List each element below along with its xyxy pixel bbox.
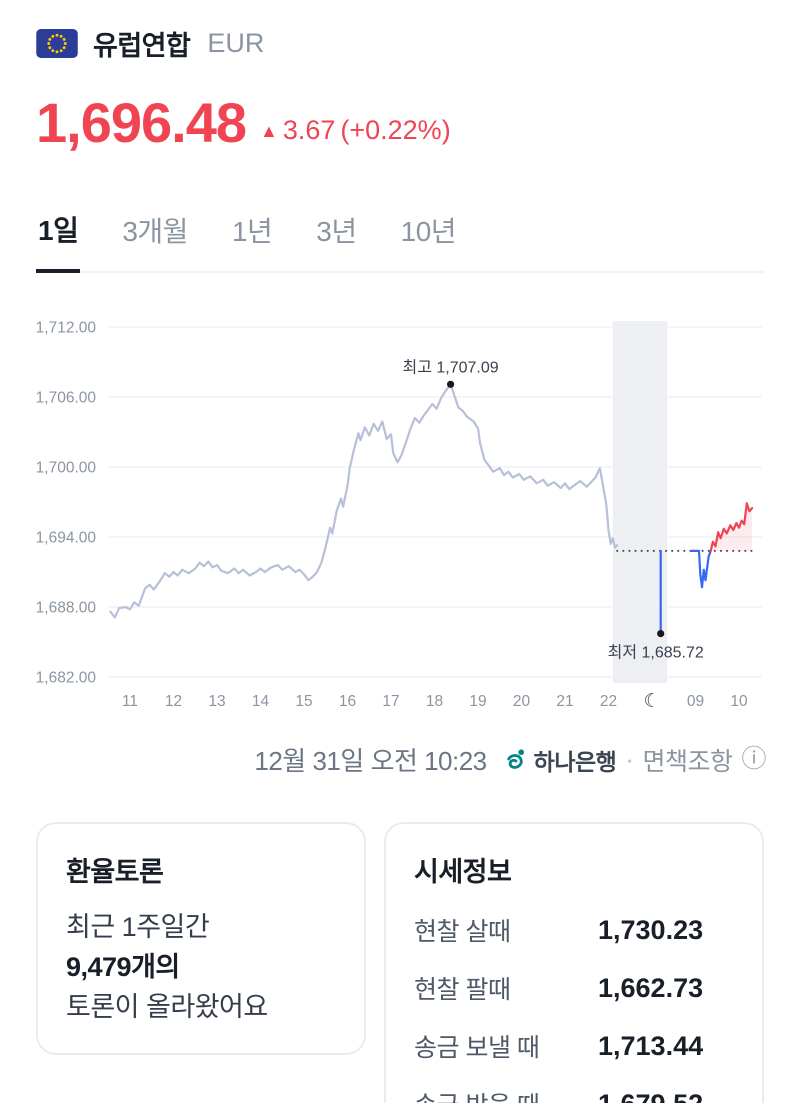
exchange-rate-chart[interactable]: 1,712.00 1,706.00 1,700.00 1,694.00 1,688.00…	[0, 309, 800, 721]
svg-text:1,706.00: 1,706.00	[36, 390, 97, 407]
svg-text:09: 09	[687, 693, 704, 710]
info-icon[interactable]: ⓘ	[741, 745, 766, 773]
quote-label: 송금 받을 때	[414, 1086, 598, 1103]
quote-value: 1,713.44	[598, 1030, 704, 1061]
tab-10years[interactable]: 10년	[399, 209, 458, 271]
svg-text:☾: ☾	[643, 691, 660, 712]
discussion-count-line: 9,479개의	[66, 952, 180, 982]
tab-3months[interactable]: 3개월	[120, 209, 190, 271]
svg-text:1,682.00: 1,682.00	[36, 670, 97, 687]
period-tabs: 1일 3개월 1년 3년 10년	[36, 209, 764, 273]
svg-text:11: 11	[122, 693, 138, 710]
svg-text:1,688.00: 1,688.00	[36, 600, 97, 617]
discussion-card-title: 환율토론	[66, 857, 164, 887]
tab-1day[interactable]: 1일	[36, 209, 81, 273]
currency-code: EUR	[207, 28, 265, 58]
svg-text:10: 10	[730, 693, 748, 710]
discussion-line3: 토론이 올라왔어요	[66, 992, 268, 1022]
bank-attribution: 하나은행	[504, 743, 617, 777]
discussion-summary: 최근 1주일간 9,479개의 토론이 올라왔어요	[66, 907, 336, 1027]
svg-text:15: 15	[295, 693, 312, 710]
change-amount: 3.67	[282, 115, 336, 145]
bottom-cards: 환율토론 최근 1주일간 9,479개의 토론이 올라왔어요 시세정보 현찰 살…	[0, 778, 800, 1103]
chart-area[interactable]: 1,712.00 1,706.00 1,700.00 1,694.00 1,688.00…	[0, 309, 800, 721]
quote-value: 1,730.23	[598, 914, 704, 945]
discussion-count-suffix: 개의	[131, 952, 180, 982]
price-section: 1,696.48 ▲ 3.67 (+0.22%)	[0, 63, 800, 151]
quote-row-cash-sell: 현찰 팔때 1,662.73	[414, 959, 734, 1017]
svg-text:12: 12	[165, 693, 182, 710]
quote-row-send: 송금 보낼 때 1,713.44	[414, 1017, 734, 1075]
svg-text:22: 22	[600, 693, 617, 710]
quote-info-card: 시세정보 현찰 살때 1,730.23 현찰 팔때 1,662.73 송금 보낼…	[384, 822, 764, 1103]
tab-1year[interactable]: 1년	[230, 209, 274, 271]
change-percent: (+0.22%)	[340, 115, 451, 145]
quote-card-title: 시세정보	[414, 857, 512, 887]
svg-text:16: 16	[339, 693, 356, 710]
svg-text:13: 13	[208, 693, 225, 710]
header: 유럽연합 EUR	[0, 0, 800, 63]
quote-value: 1,679.52	[598, 1089, 703, 1103]
price-change: ▲ 3.67 (+0.22%)	[260, 115, 451, 151]
quote-value: 1,662.73	[598, 972, 704, 1003]
svg-text:20: 20	[513, 693, 531, 710]
quote-row-cash-buy: 현찰 살때 1,730.23	[414, 901, 734, 959]
timestamp: 12월 31일 오전 10:23	[254, 746, 487, 776]
tab-3years[interactable]: 3년	[314, 209, 358, 271]
hana-bank-logo-icon	[506, 749, 524, 769]
svg-text:최고 1,707.09: 최고 1,707.09	[403, 358, 499, 376]
current-price: 1,696.48	[36, 91, 247, 154]
svg-text:최저 1,685.72: 최저 1,685.72	[608, 644, 704, 662]
disclaimer-link[interactable]: 면책조항	[642, 747, 733, 776]
quote-label: 송금 보낼 때	[414, 1034, 540, 1062]
svg-text:1,694.00: 1,694.00	[36, 530, 97, 547]
quote-row-receive: 송금 받을 때 1,679.52	[414, 1075, 734, 1103]
separator-dot: ·	[625, 744, 634, 774]
chart-caption: 12월 31일 오전 10:23 하나은행 · 면책조항 ⓘ	[0, 721, 800, 778]
bank-name: 하나은행	[533, 748, 617, 775]
eu-flag-icon	[36, 29, 78, 58]
discussion-count: 9,479	[66, 952, 132, 982]
quote-label: 현찰 팔때	[414, 976, 511, 1004]
svg-text:1,700.00: 1,700.00	[36, 460, 97, 477]
svg-text:14: 14	[252, 693, 270, 710]
svg-text:1,712.00: 1,712.00	[36, 320, 97, 337]
country-name: 유럽연합	[93, 31, 191, 61]
discussion-card[interactable]: 환율토론 최근 1주일간 9,479개의 토론이 올라왔어요	[36, 822, 366, 1055]
svg-text:17: 17	[382, 693, 399, 710]
svg-text:21: 21	[556, 693, 573, 710]
svg-text:19: 19	[469, 693, 486, 710]
quote-label: 현찰 살때	[414, 918, 511, 946]
svg-text:18: 18	[426, 693, 443, 710]
up-arrow-icon: ▲	[259, 120, 278, 141]
discussion-line1: 최근 1주일간	[66, 912, 210, 942]
